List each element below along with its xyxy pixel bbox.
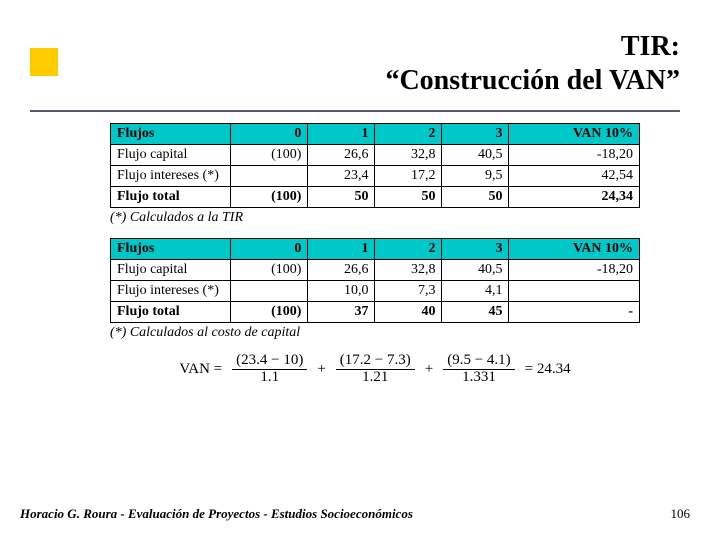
- cell: (100): [231, 145, 308, 166]
- cell: [231, 166, 308, 187]
- table2-note: (*) Calculados al costo de capital: [110, 325, 680, 341]
- table-row: Flujo intereses (*) 10,0 7,3 4,1: [111, 281, 640, 302]
- plus-sign: +: [317, 361, 325, 378]
- cell: [509, 281, 640, 302]
- cell: -18,20: [509, 145, 640, 166]
- cell: 7,3: [375, 281, 442, 302]
- formula-lhs: VAN =: [179, 361, 222, 378]
- table-row: Flujo total (100) 50 50 50 24,34: [111, 187, 640, 208]
- col-header: 1: [308, 239, 375, 260]
- table-row: Flujos 0 1 2 3 VAN 10%: [111, 239, 640, 260]
- formula-term: (23.4 − 10) 1.1: [232, 353, 307, 386]
- row-label: Flujo total: [111, 302, 231, 323]
- row-label: Flujo total: [111, 187, 231, 208]
- page-title: TIR: “Construcción del VAN”: [50, 30, 680, 97]
- footer-page: 106: [671, 506, 691, 522]
- cell: 17,2: [375, 166, 442, 187]
- row-label: Flujo intereses (*): [111, 281, 231, 302]
- cell: 50: [442, 187, 509, 208]
- cell: 37: [308, 302, 375, 323]
- col-header: VAN 10%: [509, 239, 640, 260]
- table-row: Flujo intereses (*) 23,4 17,2 9,5 42,54: [111, 166, 640, 187]
- cell: 32,8: [375, 145, 442, 166]
- table-tir: Flujos 0 1 2 3 VAN 10% Flujo capital (10…: [110, 123, 640, 208]
- col-header: VAN 10%: [509, 124, 640, 145]
- formula-term: (9.5 − 4.1) 1.331: [443, 353, 514, 386]
- cell: -18,20: [509, 260, 640, 281]
- title-line1: TIR:: [50, 30, 680, 64]
- cell: 26,6: [308, 145, 375, 166]
- row-label: Flujo capital: [111, 145, 231, 166]
- cell: 40: [375, 302, 442, 323]
- col-header: 2: [375, 124, 442, 145]
- footer: Horacio G. Roura - Evaluación de Proyect…: [20, 506, 690, 522]
- cell: 40,5: [442, 145, 509, 166]
- accent-block: [30, 48, 58, 76]
- col-header: Flujos: [111, 239, 231, 260]
- col-header: 0: [231, 239, 308, 260]
- table-row: Flujo total (100) 37 40 45 -: [111, 302, 640, 323]
- cell: 26,6: [308, 260, 375, 281]
- plus-sign: +: [425, 361, 433, 378]
- formula-term: (17.2 − 7.3) 1.21: [336, 353, 415, 386]
- col-header: 1: [308, 124, 375, 145]
- table-costo-capital: Flujos 0 1 2 3 VAN 10% Flujo capital (10…: [110, 238, 640, 323]
- cell: 10,0: [308, 281, 375, 302]
- cell: 4,1: [442, 281, 509, 302]
- van-formula: VAN = (23.4 − 10) 1.1 + (17.2 − 7.3) 1.2…: [110, 353, 640, 386]
- cell: [231, 281, 308, 302]
- cell: 40,5: [442, 260, 509, 281]
- table-row: Flujo capital (100) 26,6 32,8 40,5 -18,2…: [111, 260, 640, 281]
- cell: 50: [308, 187, 375, 208]
- footer-source: Horacio G. Roura - Evaluación de Proyect…: [20, 506, 413, 522]
- title-line2: “Construcción del VAN”: [50, 64, 680, 98]
- cell: 24,34: [509, 187, 640, 208]
- formula-rhs: = 24.34: [525, 361, 571, 378]
- cell: 9,5: [442, 166, 509, 187]
- cell: (100): [231, 187, 308, 208]
- table-row: Flujo capital (100) 26,6 32,8 40,5 -18,2…: [111, 145, 640, 166]
- cell: 50: [375, 187, 442, 208]
- cell: (100): [231, 302, 308, 323]
- horizontal-rule: [30, 110, 680, 112]
- table-row: Flujos 0 1 2 3 VAN 10%: [111, 124, 640, 145]
- col-header: 0: [231, 124, 308, 145]
- cell: 23,4: [308, 166, 375, 187]
- col-header: 3: [442, 124, 509, 145]
- cell: 45: [442, 302, 509, 323]
- cell: -: [509, 302, 640, 323]
- cell: (100): [231, 260, 308, 281]
- row-label: Flujo capital: [111, 260, 231, 281]
- cell: 32,8: [375, 260, 442, 281]
- row-label: Flujo intereses (*): [111, 166, 231, 187]
- table1-note: (*) Calculados a la TIR: [110, 210, 680, 226]
- col-header: 3: [442, 239, 509, 260]
- cell: 42,54: [509, 166, 640, 187]
- col-header: 2: [375, 239, 442, 260]
- col-header: Flujos: [111, 124, 231, 145]
